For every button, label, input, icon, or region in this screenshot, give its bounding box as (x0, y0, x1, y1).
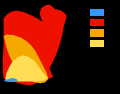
Bar (90, 19, 104, 26)
Polygon shape (5, 55, 48, 81)
Bar (90, 29, 104, 37)
Polygon shape (5, 78, 18, 81)
Bar (90, 40, 104, 47)
Polygon shape (7, 29, 53, 79)
Bar (90, 9, 104, 16)
Polygon shape (4, 34, 49, 83)
Polygon shape (3, 5, 67, 85)
